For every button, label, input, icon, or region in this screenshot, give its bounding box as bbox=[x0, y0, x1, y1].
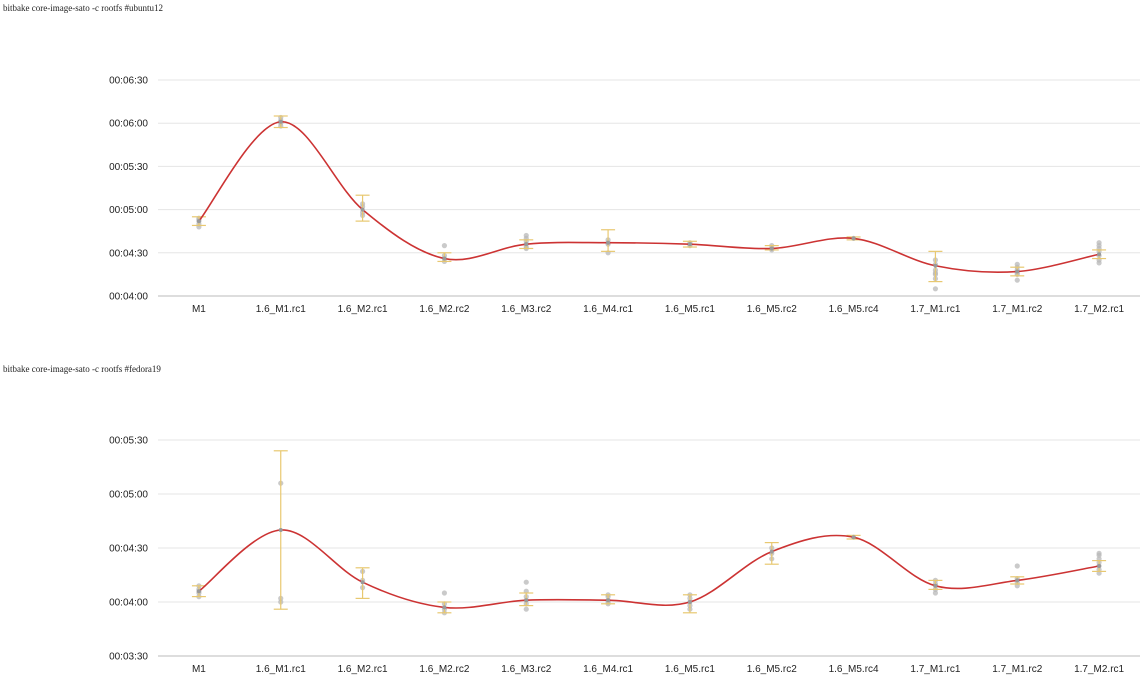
sample-point bbox=[1096, 550, 1102, 556]
sample-point bbox=[523, 579, 529, 585]
series-point bbox=[933, 263, 938, 268]
series-point bbox=[524, 598, 529, 603]
series-point bbox=[524, 242, 529, 247]
chart-title-ubuntu12: bitbake core-image-sato -c rootfs #ubunt… bbox=[3, 3, 163, 13]
series-point bbox=[769, 246, 774, 251]
x-tick-label: 1.6_M1.rc1 bbox=[256, 304, 306, 315]
series-point bbox=[1015, 269, 1020, 274]
y-tick-label: 00:05:30 bbox=[109, 436, 148, 447]
series-point bbox=[360, 580, 365, 585]
y-tick-label: 00:04:00 bbox=[109, 598, 148, 609]
series-point bbox=[1097, 564, 1102, 568]
x-tick-label: 1.6_M5.rc2 bbox=[747, 304, 797, 315]
y-tick-label: 00:06:30 bbox=[109, 76, 148, 87]
series-line bbox=[198, 120, 1100, 273]
series-point bbox=[360, 207, 365, 212]
sample-point bbox=[441, 243, 448, 249]
chart-ubuntu12: 00:04:00 00:04:30 00:05:00 00:05:30 00:06:00… bbox=[109, 76, 1140, 315]
x-tick-label: M1 bbox=[192, 664, 206, 675]
series-point bbox=[687, 242, 692, 247]
series-point bbox=[769, 549, 774, 554]
sample-point bbox=[1014, 261, 1020, 267]
series-point bbox=[606, 598, 611, 603]
series-point bbox=[278, 528, 283, 532]
y-tick-label: 00:04:30 bbox=[109, 544, 148, 555]
sample-point bbox=[1096, 260, 1102, 266]
y-tick-label: 00:05:30 bbox=[109, 162, 148, 173]
y-tick-label: 00:06:00 bbox=[109, 119, 148, 130]
x-tick-label: 1.6_M5.rc1 bbox=[665, 304, 715, 315]
y-tick-label: 00:04:30 bbox=[109, 248, 148, 259]
x-tick-label: 1.6_M4.rc1 bbox=[583, 664, 633, 675]
x-tick-label: 1.6_M5.rc4 bbox=[829, 664, 879, 675]
series-point bbox=[687, 600, 692, 604]
x-tick-label: 1.7_M1.rc1 bbox=[910, 304, 960, 315]
series-line bbox=[198, 529, 1100, 609]
x-tick-label: 1.7_M1.rc1 bbox=[910, 664, 960, 675]
sample-point bbox=[932, 286, 939, 292]
series-point bbox=[851, 236, 856, 241]
series-point bbox=[606, 240, 611, 245]
x-tick-label: 1.6_M5.rc4 bbox=[829, 304, 879, 315]
y-tick-label: 00:03:30 bbox=[109, 652, 148, 663]
series-point bbox=[442, 605, 447, 610]
x-tick-label: 1.6_M1.rc1 bbox=[256, 664, 306, 675]
y-tick-label: 00:04:00 bbox=[109, 292, 148, 303]
sample-point bbox=[1014, 277, 1020, 283]
y-tick-label: 00:05:00 bbox=[109, 205, 148, 216]
sample-point bbox=[1096, 240, 1102, 246]
x-tick-label: 1.7_M2.rc1 bbox=[1074, 304, 1124, 315]
sample-point bbox=[523, 232, 529, 239]
sample-point bbox=[932, 590, 939, 596]
x-tick-label: 1.6_M2.rc2 bbox=[419, 664, 469, 675]
x-tick-label: 1.6_M2.rc2 bbox=[419, 304, 469, 315]
sample-point bbox=[441, 590, 448, 596]
error-bar bbox=[601, 229, 616, 252]
series-point bbox=[1015, 578, 1020, 583]
x-tick-label: 1.6_M5.rc1 bbox=[665, 664, 715, 675]
x-tick-label: 1.6_M2.rc1 bbox=[338, 664, 388, 675]
x-tick-label: 1.6_M3.rc2 bbox=[501, 664, 551, 675]
sample-point bbox=[1014, 563, 1020, 569]
x-tick-label: 1.6_M3.rc2 bbox=[501, 304, 551, 315]
sample-point bbox=[523, 606, 529, 612]
series-point bbox=[1097, 252, 1102, 257]
y-tick-label: 00:05:00 bbox=[109, 490, 148, 501]
x-tick-label: 1.6_M5.rc2 bbox=[747, 664, 797, 675]
series-point bbox=[442, 256, 447, 261]
series-point bbox=[196, 589, 201, 594]
x-tick-label: 1.7_M1.rc2 bbox=[992, 664, 1042, 675]
series-point bbox=[933, 583, 938, 588]
series-point bbox=[196, 219, 201, 224]
series-point bbox=[278, 119, 283, 124]
chart-title-fedora19: bitbake core-image-sato -c rootfs #fedor… bbox=[3, 364, 161, 374]
x-tick-label: 1.7_M1.rc2 bbox=[992, 304, 1042, 315]
x-tick-label: 1.6_M2.rc1 bbox=[338, 304, 388, 315]
x-tick-label: 1.6_M4.rc1 bbox=[583, 304, 633, 315]
chart-fedora19: 00:03:30 00:04:00 00:04:30 00:05:00 00:05:30… bbox=[109, 436, 1140, 675]
x-tick-label: 1.7_M2.rc1 bbox=[1074, 664, 1124, 675]
series-point bbox=[851, 535, 856, 540]
x-tick-label: M1 bbox=[192, 304, 206, 315]
